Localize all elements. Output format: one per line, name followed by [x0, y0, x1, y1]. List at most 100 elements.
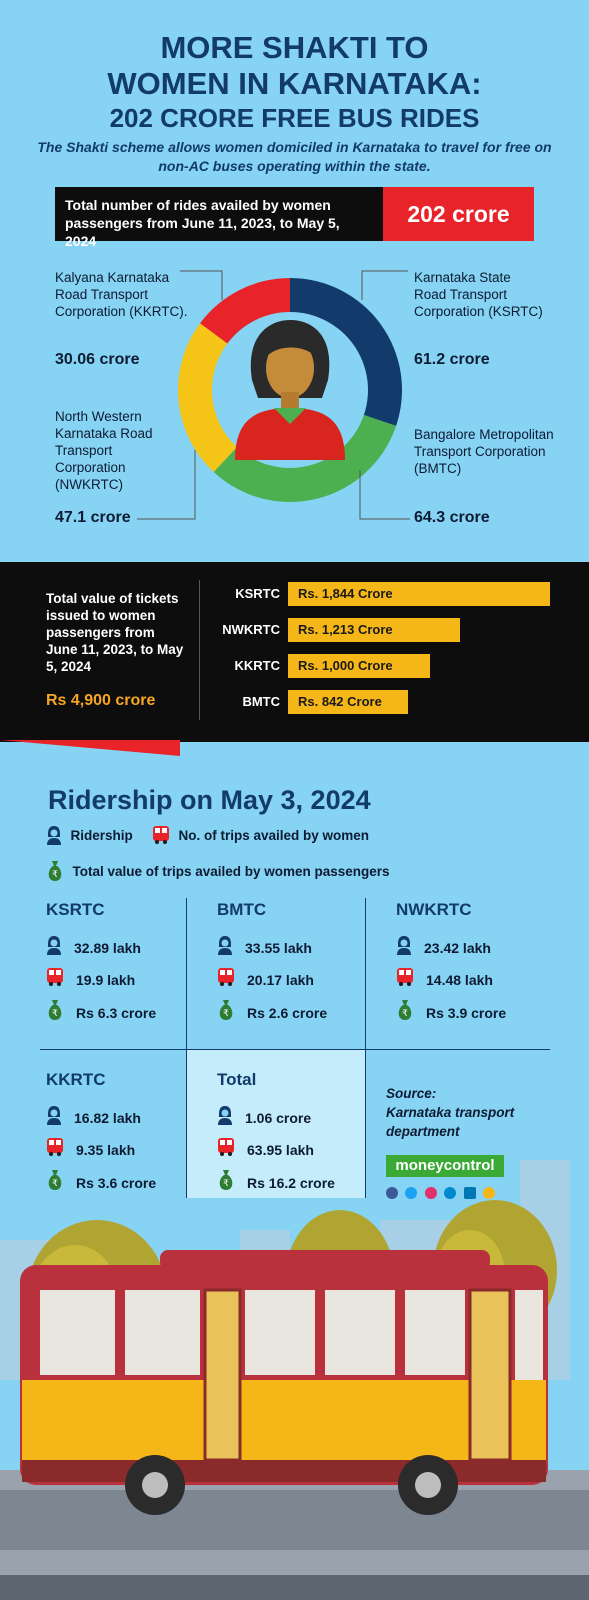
cell-ridership-value: 1.06 crore — [245, 1109, 312, 1126]
cell-value-row: ₹ Rs 3.9 crore — [396, 999, 506, 1026]
bmtc-name: Bangalore Metropolitan Transport Corpora… — [414, 427, 554, 476]
cell-title-bmtc: BMTC — [217, 900, 267, 919]
title-line-2: WOMEN IN KARNATAKA: — [107, 66, 482, 101]
cell-value-row: ₹ Rs 3.6 crore — [46, 1169, 156, 1196]
money-bag-icon: ₹ — [46, 1169, 64, 1196]
linkedin-icon[interactable] — [463, 1187, 476, 1199]
woman-icon — [396, 935, 412, 960]
donut-slice-ksrtc — [290, 278, 402, 426]
svg-text:₹: ₹ — [402, 1009, 408, 1019]
bus-icon — [217, 1137, 235, 1162]
ksrtc-name: Karnataka State Road Transport Corporati… — [414, 270, 543, 319]
ridership-donut-chart — [177, 278, 402, 502]
cell-value-value: Rs 2.6 crore — [247, 1004, 328, 1021]
cell-value-value: Rs 3.9 crore — [426, 1004, 507, 1021]
bar-kkrtc: Rs. 1,000 Crore — [288, 654, 430, 678]
bar-label-kkrtc: KKRTC — [234, 658, 281, 673]
ridership-title: Ridership on May 3, 2024 — [48, 785, 371, 815]
woman-avatar-icon — [213, 313, 367, 467]
grid-hline — [40, 1049, 550, 1050]
svg-text:₹: ₹ — [52, 1179, 58, 1189]
panel-divider — [199, 580, 200, 720]
cell-trips-value: 14.48 lakh — [426, 971, 493, 988]
cell-ridership-value: 23.42 lakh — [424, 939, 491, 956]
svg-text:₹: ₹ — [223, 1009, 229, 1019]
nwkrtc-name: North Western Karnataka Road Transport C… — [55, 409, 153, 492]
bus-icon — [396, 967, 414, 992]
panel-red-tail — [0, 740, 180, 756]
woman-icon — [46, 935, 62, 960]
legend-trips: No. of trips availed by women — [152, 825, 369, 845]
legend-value-label: Total value of trips availed by women pa… — [72, 863, 390, 879]
bus-icon — [217, 967, 235, 992]
cell-title-kkrtc: KKRTC — [46, 1070, 106, 1089]
social-icons — [386, 1186, 496, 1204]
kkrtc-name: Kalyana Karnataka Road Transport Corpora… — [55, 270, 188, 319]
cell-value-value: Rs 6.3 crore — [76, 1004, 157, 1021]
grid-vline-2 — [365, 898, 366, 1198]
ksrtc-value: 61.2 crore — [414, 351, 490, 368]
cell-ridership-row: 1.06 crore — [217, 1105, 311, 1130]
cell-ridership-value: 16.82 lakh — [74, 1109, 141, 1126]
cell-ridership-value: 32.89 lakh — [74, 939, 141, 956]
telegram-icon[interactable] — [444, 1187, 457, 1199]
bar-nwkrtc: Rs. 1,213 Crore — [288, 618, 460, 642]
legend-value: ₹ Total value of trips availed by women … — [46, 860, 390, 882]
woman-icon — [217, 935, 233, 960]
woman-icon — [46, 1105, 62, 1130]
cell-trips-value: 9.35 lakh — [76, 1141, 136, 1158]
bar-label-ksrtc: KSRTC — [235, 586, 280, 601]
donut-slice-bmtc — [213, 415, 397, 502]
money-bag-icon: ₹ — [396, 999, 414, 1026]
title-line-1: MORE SHAKTI TO — [160, 30, 429, 65]
bus-icon — [153, 826, 169, 844]
rss-icon[interactable] — [483, 1187, 496, 1199]
nwkrtc-value: 47.1 crore — [55, 509, 131, 526]
bus-icon — [20, 1250, 548, 1515]
leader-lines — [137, 270, 410, 520]
cell-trips-value: 20.17 lakh — [247, 971, 314, 988]
total-rides-label: Total number of rides availed by women p… — [55, 187, 383, 249]
money-bag-icon: ₹ — [217, 999, 235, 1026]
legend-ridership-label: Ridership — [70, 827, 133, 843]
tickets-label: Total value of tickets issued to women p… — [46, 591, 184, 674]
woman-icon — [217, 1105, 233, 1130]
facebook-icon[interactable] — [386, 1187, 398, 1199]
bar-label-bmtc: BMTC — [242, 694, 280, 709]
instagram-icon[interactable] — [424, 1187, 437, 1199]
bus-icon — [46, 1137, 64, 1162]
bmtc-value: 64.3 crore — [414, 509, 490, 526]
cell-ridership-row: 32.89 lakh — [46, 935, 141, 960]
money-bag-icon: ₹ — [48, 861, 62, 881]
cell-trips-value: 63.95 lakh — [247, 1141, 314, 1158]
money-bag-icon: ₹ — [217, 1169, 235, 1196]
city-bus-illustration — [0, 1160, 589, 1600]
source-text: Karnataka transport department — [386, 1105, 515, 1139]
cell-trips-row: 63.95 lakh — [217, 1137, 314, 1162]
twitter-icon[interactable] — [405, 1187, 418, 1199]
total-rides-value: 202 crore — [383, 187, 534, 241]
kkrtc-value: 30.06 crore — [55, 351, 140, 368]
cell-value-row: ₹ Rs 16.2 crore — [217, 1169, 335, 1196]
cell-ridership-row: 33.55 lakh — [217, 935, 312, 960]
svg-text:₹: ₹ — [52, 1009, 58, 1019]
title-line-3: 202 CRORE FREE BUS RIDES — [109, 103, 480, 133]
total-cell-highlight — [187, 1050, 365, 1198]
cell-ridership-value: 33.55 lakh — [245, 939, 312, 956]
legend-trips-label: No. of trips availed by women — [178, 827, 369, 843]
svg-text:₹: ₹ — [52, 870, 58, 880]
bar-bmtc: Rs. 842 Crore — [288, 690, 408, 714]
source-label: Source: — [386, 1086, 437, 1101]
cell-value-value: Rs 3.6 crore — [76, 1174, 157, 1191]
tickets-total: Rs 4,900 crore — [46, 692, 156, 709]
money-bag-icon: ₹ — [46, 999, 64, 1026]
cell-value-value: Rs 16.2 crore — [247, 1174, 335, 1191]
bus-icon — [46, 967, 64, 992]
donut-slice-nwkrtc — [177, 323, 237, 472]
subtitle: The Shakti scheme allows women domiciled… — [37, 139, 552, 174]
svg-text:₹: ₹ — [223, 1179, 229, 1189]
bar-ksrtc: Rs. 1,844 Crore — [288, 582, 550, 606]
cell-ridership-row: 23.42 lakh — [396, 935, 491, 960]
cell-ridership-row: 16.82 lakh — [46, 1105, 141, 1130]
moneycontrol-logo[interactable]: moneycontrol — [386, 1155, 504, 1177]
